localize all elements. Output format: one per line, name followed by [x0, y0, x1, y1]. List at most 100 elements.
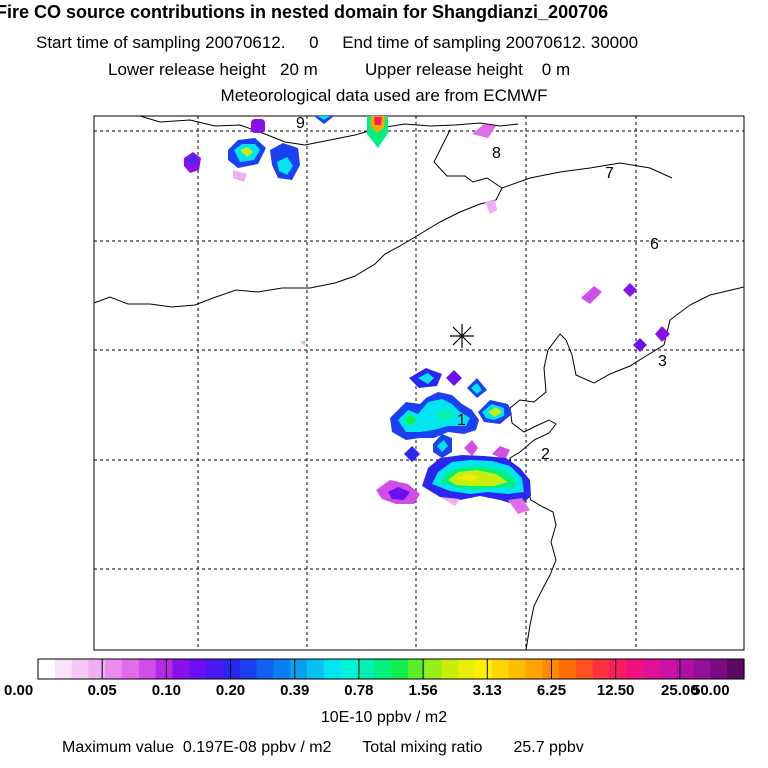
legend-color-step: [508, 659, 527, 679]
boundary-lines: [93, 115, 745, 651]
receptor-asterisk-icon: [450, 324, 474, 348]
plume-marker: [464, 440, 478, 456]
legend-color-step: [710, 659, 728, 679]
upper-height-value: 0 m: [541, 60, 571, 79]
region-label-8: 8: [492, 145, 501, 162]
plume-areas: [184, 116, 670, 514]
max-value-label: Maximum value: [62, 739, 175, 756]
plume-area: [374, 117, 382, 125]
legend-color-step: [374, 659, 392, 679]
legend-color-step: [54, 659, 73, 679]
legend-color-step: [340, 659, 358, 679]
legend-tick-label: 0.05: [87, 682, 117, 699]
legend-color-step: [458, 659, 476, 679]
plume-marker: [623, 283, 637, 297]
legend-color-step: [693, 659, 711, 679]
legend-color-step: [525, 659, 543, 679]
plume-area: [404, 414, 417, 426]
legend-color-step: [172, 659, 190, 679]
legend-color-step: [609, 659, 627, 679]
legend-color-step: [38, 659, 56, 679]
legend-frame: [37, 658, 745, 680]
total-mixing-label: Total mixing ratio: [362, 739, 483, 756]
legend-color-step: [323, 659, 342, 679]
legend-color-step: [592, 659, 611, 679]
plume-area: [398, 399, 470, 432]
plume-marker: [189, 157, 195, 163]
legend-color-step: [222, 659, 241, 679]
plot-title: Fire CO source contributions in nested d…: [0, 2, 609, 22]
plume-area: [240, 147, 253, 157]
region-label-9: 9: [296, 115, 305, 132]
legend-tick-label: 0.39: [280, 682, 310, 699]
plume-marker: [633, 338, 647, 352]
region-label-3: 3: [658, 353, 667, 370]
max-value: 0.197E-08 ppbv / m2: [182, 739, 332, 756]
plume-area: [508, 498, 530, 514]
region-label-2: 2: [541, 446, 550, 463]
region-label-1: 1: [457, 412, 466, 429]
plume-area: [448, 470, 508, 486]
plume-area: [418, 373, 434, 384]
legend-tick-label: 0.00: [4, 682, 34, 699]
legend-color-step: [71, 659, 90, 679]
legend-color-step: [138, 659, 157, 679]
legend-color-step: [407, 659, 426, 679]
legend-tick-label: 0.78: [344, 682, 374, 699]
legend-color-step: [256, 659, 274, 679]
legend-tick-label: 12.50: [596, 682, 635, 699]
legend-color-step: [391, 659, 409, 679]
plume-area: [318, 116, 330, 120]
legend-dividers: [101, 659, 681, 679]
plume-marker: [251, 119, 265, 133]
total-mixing-value: 25.7 ppbv: [513, 739, 584, 756]
footer-line: Maximum value 0.197E-08 ppbv / m2 Total …: [62, 739, 584, 757]
lower-height-label: Lower release height: [108, 60, 266, 79]
legend-color-step: [273, 659, 291, 679]
met-data-line: Meteorological data used are from ECMWF: [220, 86, 548, 105]
plume-area: [300, 340, 306, 346]
upper-height-label: Upper release height: [365, 60, 523, 79]
plume-area: [437, 440, 448, 452]
end-time-label: End time of sampling 20070612. 30000: [342, 33, 639, 52]
plume-marker: [655, 326, 670, 342]
start-time-value: 0: [309, 33, 319, 52]
legend-color-step: [643, 659, 661, 679]
region-label-7: 7: [605, 165, 614, 182]
legend-tick-label: 1.56: [408, 682, 438, 699]
start-time-label: Start time of sampling 20070612.: [36, 33, 286, 52]
legend-color-step: [441, 659, 459, 679]
plume-area: [277, 157, 293, 175]
legend-color-step: [475, 659, 493, 679]
legend-color-step: [357, 659, 375, 679]
legend-color-step: [676, 659, 695, 679]
legend-tick-label: 25.00: [661, 682, 699, 699]
legend-tick-label: 0.10: [151, 682, 181, 699]
legend-color-step: [155, 659, 174, 679]
plume-area: [472, 124, 496, 138]
legend-color-step: [239, 659, 258, 679]
sampling-time-line: Start time of sampling 20070612. 0 End t…: [36, 33, 768, 53]
legend-color-step: [727, 659, 745, 679]
plume-area: [440, 497, 460, 506]
legend-color-step: [105, 659, 123, 679]
legend-color-step: [626, 659, 644, 679]
legend-color-step: [189, 659, 207, 679]
legend-color-step: [424, 659, 443, 679]
legend-tick-label: 6.25: [536, 682, 567, 699]
legend-unit: 10E-10 ppbv / m2: [320, 709, 448, 726]
legend-color-step: [575, 659, 594, 679]
region-label-6: 6: [650, 236, 659, 253]
plume-area: [485, 200, 497, 214]
legend-color-step: [206, 659, 224, 679]
plume-area: [388, 487, 410, 500]
legend-color-step: [88, 659, 106, 679]
legend-color-step: [559, 659, 577, 679]
legend-color-step: [659, 659, 678, 679]
legend-tick-label: 0.20: [215, 682, 246, 699]
plume-area: [435, 408, 454, 422]
legend-color-step: [290, 659, 308, 679]
plume-area: [233, 170, 247, 182]
plume-marker: [492, 446, 510, 460]
